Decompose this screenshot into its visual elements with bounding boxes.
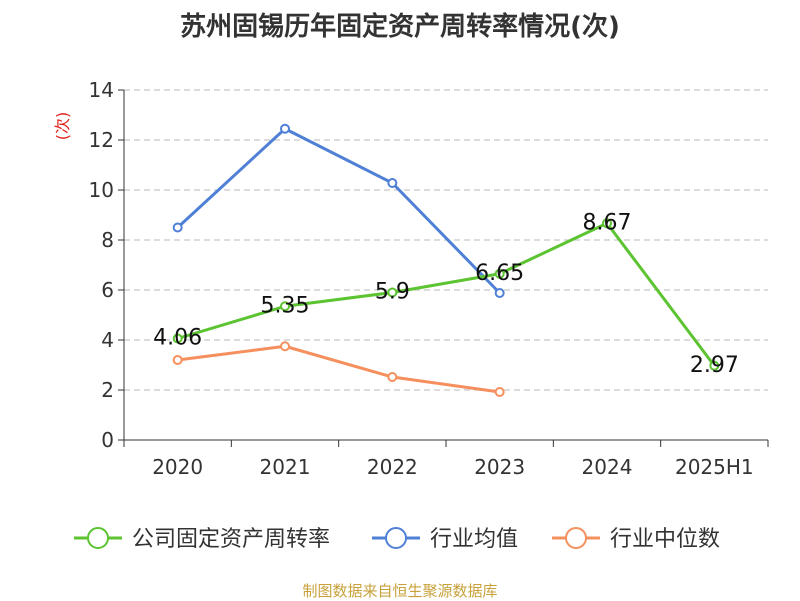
legend-label: 行业均值 [430,527,518,552]
x-tick-label: 2020 [152,455,203,479]
data-label: 5.35 [261,293,310,318]
y-tick-label: 8 [101,228,114,252]
data-label: 6.65 [475,261,524,286]
y-axis-label: (次) [53,112,72,141]
data-point [387,178,398,188]
data-point [280,123,290,134]
source-text: 制图数据来自恒生聚源数据库 [302,582,498,600]
data-label: 4.06 [153,326,202,351]
legend-marker [565,527,587,549]
y-tick-label: 4 [101,328,114,352]
legend-label: 公司固定资产周转率 [132,527,330,552]
legend-label: 行业中位数 [610,527,720,552]
legend-marker [87,527,109,549]
data-point [172,355,183,365]
data-point [494,288,505,298]
series-line-2 [176,127,501,295]
data-point [387,372,398,382]
data-point [387,287,398,298]
data-point [280,301,290,312]
y-tick-label: 12 [89,128,114,152]
data-point [172,333,183,344]
x-tick-label: 2024 [582,455,633,479]
y-tick-label: 0 [101,428,114,452]
x-tick-label: 2023 [474,455,525,479]
data-point [494,268,505,279]
legend-marker [385,527,407,549]
data-point [172,222,183,233]
x-tick-label: 2025H1 [675,455,754,479]
data-point [494,387,505,397]
x-tick-label: 2021 [260,455,311,479]
y-tick-label: 14 [89,78,114,102]
data-label: 5.9 [375,280,410,305]
series-line-1 [177,221,716,367]
data-point [602,218,612,229]
data-label: 8.67 [583,210,632,235]
data-label: 2.97 [690,353,739,378]
y-tick-label: 2 [101,378,114,402]
data-point [709,360,720,371]
data-point [280,341,290,352]
y-tick-label: 6 [101,278,114,302]
y-tick-label: 10 [89,178,114,202]
x-tick-label: 2022 [367,455,418,479]
series-line-3 [177,344,500,394]
chart-title: 苏州固锡历年固定资产周转率情况(次) [180,12,620,42]
